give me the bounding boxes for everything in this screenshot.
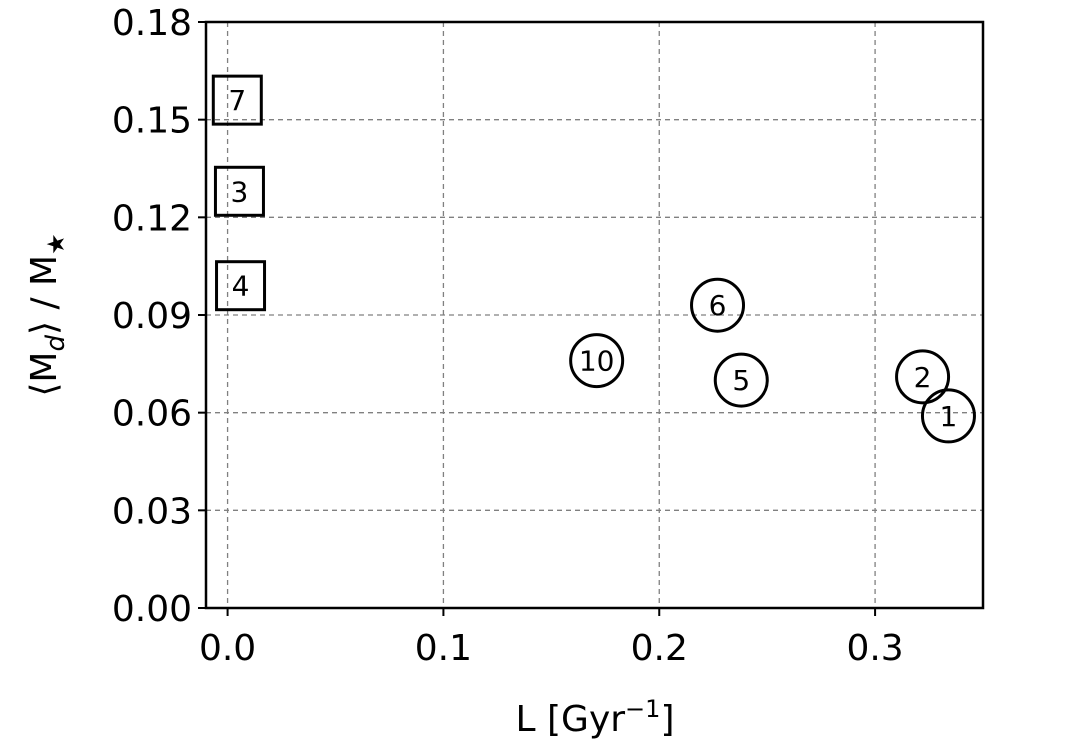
circle-marker [569, 333, 625, 389]
y-tick-label: 0.09 [112, 296, 192, 337]
data-point: 4 [215, 260, 267, 312]
y-axis-label: ⟨Md⟩ / M★ [24, 233, 71, 396]
y-axis-label-sub2: ★ [42, 233, 70, 255]
point-label: 10 [579, 345, 615, 378]
x-tick-label: 0.3 [846, 628, 903, 669]
x-axis-label-end: ] [660, 699, 674, 740]
data-point: 5 [713, 352, 769, 408]
point-label: 1 [940, 400, 958, 433]
point-label: 3 [231, 175, 249, 208]
x-axis-label-sup: −1 [625, 695, 660, 723]
data-points: 7 3 4 10 6 5 21 [211, 74, 976, 444]
x-tick-label: 0.1 [415, 628, 472, 669]
point-label: 5 [732, 364, 750, 397]
point-label: 7 [228, 84, 246, 117]
y-axis-label-sub: d [41, 335, 71, 352]
y-tick-label: 0.15 [112, 101, 192, 142]
grid [206, 21, 983, 609]
data-point: 3 [213, 165, 265, 217]
square-marker [215, 260, 267, 312]
x-axis-label: L [Gyr−1] [516, 695, 675, 740]
y-tick-label: 0.03 [112, 491, 192, 532]
plot-frame [204, 20, 985, 610]
circle-marker [920, 388, 976, 444]
circle-marker [713, 352, 769, 408]
x-tick-label: 0.2 [631, 628, 688, 669]
y-tick-label: 0.06 [112, 394, 192, 435]
point-label: 6 [709, 289, 727, 322]
data-point: 6 [690, 277, 746, 333]
y-tick-label: 0.18 [112, 3, 192, 44]
y-axis-label-mid: ⟩ / M [24, 255, 65, 335]
data-point: 7 [211, 74, 263, 126]
data-point: 2 [895, 349, 951, 405]
point-label: 2 [914, 361, 932, 394]
circle-marker [690, 277, 746, 333]
point-label: 4 [232, 270, 250, 303]
data-point: 1 [920, 388, 976, 444]
axis-ticks: 0.0 0.1 0.2 0.3 0.00 0.03 0.06 0.09 0.12 0.15 0.18 [112, 3, 904, 669]
x-tick-label: 0.0 [199, 628, 256, 669]
data-point: 10 [569, 333, 625, 389]
square-marker [211, 74, 263, 126]
circle-marker [895, 349, 951, 405]
y-tick-label: 0.12 [112, 198, 192, 239]
square-marker [213, 165, 265, 217]
y-tick-label: 0.00 [112, 589, 192, 630]
